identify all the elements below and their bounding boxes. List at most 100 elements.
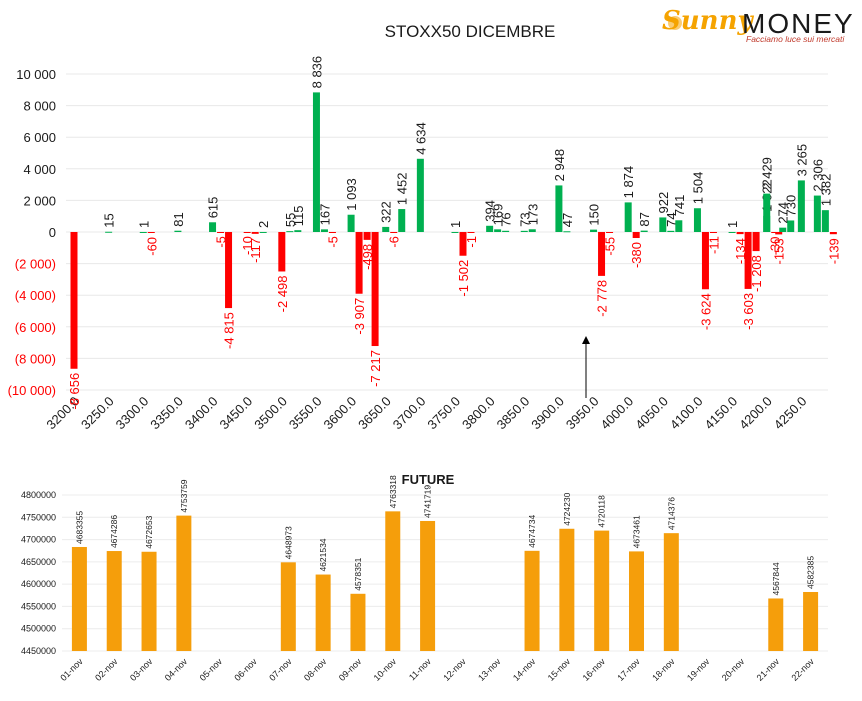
bar-positive: [667, 230, 675, 232]
bar-negative: [328, 232, 336, 233]
data-label: 274: [776, 202, 791, 224]
x-tick-label: 4050.0: [632, 394, 671, 433]
data-label: 1 874: [621, 166, 636, 199]
data-label: -2 778: [595, 280, 610, 317]
future-x-tick-label: 05-nov: [198, 656, 225, 683]
data-label: -1: [464, 236, 479, 248]
future-x-tick-label: 21-nov: [755, 656, 782, 683]
bar-positive: [451, 231, 459, 233]
bar-positive: [494, 229, 502, 232]
data-label: -3 603: [741, 293, 756, 330]
bar-negative: [771, 232, 779, 233]
future-bar: [768, 598, 784, 651]
bar-positive: [590, 229, 598, 232]
data-label: 15: [102, 213, 117, 227]
bar-negative: [701, 232, 709, 290]
future-bar: [315, 574, 331, 651]
x-tick-label: 3900.0: [528, 394, 567, 433]
data-label: 87: [637, 212, 652, 226]
x-tick-label: 4000.0: [598, 394, 637, 433]
y-tick-label: 6 000: [23, 130, 56, 145]
bar-negative: [147, 232, 155, 233]
data-label: 167: [317, 204, 332, 226]
future-bar: [280, 562, 296, 651]
bar-negative: [371, 232, 379, 347]
data-label: 741: [672, 195, 687, 217]
y-tick-label: (6 000): [15, 320, 56, 335]
data-label: 1: [136, 221, 151, 228]
data-label: 2: [256, 221, 271, 228]
future-data-label: 4672653: [144, 515, 154, 548]
data-label: 2 306: [810, 159, 825, 192]
bar-positive: [486, 225, 494, 232]
future-title: FUTURE: [402, 472, 455, 487]
bar-negative: [632, 232, 640, 239]
x-tick-label: 3800.0: [459, 394, 498, 433]
future-y-tick-label: 4450000: [21, 646, 56, 656]
future-x-tick-label: 10-nov: [372, 656, 399, 683]
y-tick-label: (10 000): [8, 383, 56, 398]
future-x-tick-label: 18-nov: [650, 656, 677, 683]
data-label: -153: [772, 238, 787, 264]
logo-brand-left: Sunny: [662, 6, 753, 36]
bar-positive: [294, 230, 302, 232]
data-label: -10: [240, 236, 255, 255]
future-y-tick-label: 4600000: [21, 579, 56, 589]
future-y-tick-label: 4500000: [21, 624, 56, 634]
bar-negative: [390, 232, 398, 233]
data-label: 55: [283, 213, 298, 227]
bar-negative: [243, 232, 251, 233]
future-x-tick-label: 01-nov: [58, 656, 85, 683]
bar-positive: [347, 214, 355, 232]
x-tick-label: 3700.0: [390, 394, 429, 433]
data-label: 8 836: [309, 56, 324, 89]
x-tick-label: 3850.0: [494, 394, 533, 433]
future-y-tick-label: 4700000: [21, 535, 56, 545]
data-label: -5: [325, 236, 340, 248]
future-x-tick-label: 15-nov: [546, 656, 573, 683]
annotation-arrowhead: [582, 336, 590, 344]
bar-negative: [829, 232, 837, 235]
data-label: 47: [560, 213, 575, 227]
bar-negative: [752, 232, 760, 252]
x-tick-label: 4150.0: [701, 394, 740, 433]
bar-positive: [821, 210, 829, 232]
bar-negative: [606, 232, 614, 233]
bar-negative: [251, 232, 259, 234]
bar-positive: [382, 226, 390, 232]
future-bar: [141, 551, 157, 651]
future-data-label: 4582385: [806, 556, 816, 589]
future-x-tick-label: 16-nov: [581, 656, 608, 683]
data-label: -498: [360, 244, 375, 270]
bar-positive: [312, 92, 320, 232]
y-tick-label: 2 000: [23, 193, 56, 208]
data-label: 3 265: [794, 144, 809, 177]
future-x-tick-label: 12-nov: [441, 656, 468, 683]
future-bar: [803, 591, 819, 651]
future-x-tick-label: 02-nov: [93, 656, 120, 683]
future-x-tick-label: 17-nov: [615, 656, 642, 683]
data-label: -134: [733, 238, 748, 264]
x-tick-label: 3950.0: [563, 394, 602, 433]
future-data-label: 4674734: [527, 514, 537, 547]
x-tick-label: 3250.0: [78, 394, 117, 433]
bar-negative: [355, 232, 363, 294]
bar-positive: [416, 158, 424, 232]
bar-positive: [813, 195, 821, 232]
x-tick-label: 4250.0: [771, 394, 810, 433]
data-label: 4 634: [413, 122, 428, 155]
data-label: -2 498: [275, 275, 290, 312]
data-label: 1 093: [344, 178, 359, 211]
bar-positive: [563, 231, 571, 233]
x-tick-label: 3350.0: [147, 394, 186, 433]
data-label: 1: [725, 221, 740, 228]
y-tick-label: 8 000: [23, 99, 56, 114]
bar-positive: [763, 193, 771, 232]
data-label: 615: [206, 197, 221, 219]
bar-positive: [286, 231, 294, 233]
future-bar: [385, 511, 401, 651]
bar-negative: [459, 232, 467, 256]
future-x-tick-label: 13-nov: [476, 656, 503, 683]
future-bar: [524, 550, 540, 651]
data-label: 2 948: [552, 149, 567, 182]
